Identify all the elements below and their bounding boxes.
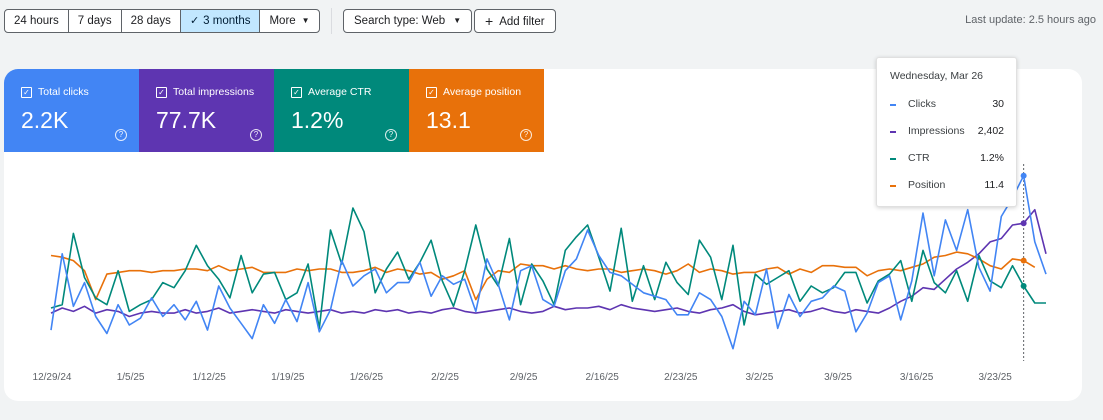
x-tick-label: 2/9/25: [510, 372, 538, 383]
x-tick-label: 3/16/25: [900, 372, 934, 383]
caret-down-icon: ▼: [453, 16, 462, 25]
date-range-selector: 24 hours 7 days 28 days ✓ 3 months More ▼: [4, 9, 320, 33]
metric-value: 77.7K: [156, 107, 217, 133]
performance-chart: 12/29/24 1/5/25 1/12/25 1/19/25 1/26/25 2/2/2…: [33, 164, 1047, 383]
checkbox-icon[interactable]: ✓: [291, 86, 302, 98]
metric-label: Total impressions: [173, 86, 255, 98]
range-3-months-button[interactable]: ✓ 3 months: [180, 10, 261, 32]
range-3-months-label: 3 months: [203, 15, 251, 27]
tooltip-row-value: 2,402: [977, 125, 1004, 137]
tooltip-date: Wednesday, Mar 26: [890, 70, 983, 82]
hover-point-impressions: [1020, 220, 1027, 227]
checkbox-icon[interactable]: ✓: [426, 86, 437, 98]
legend-swatch: [890, 104, 896, 106]
x-tick-label: 3/23/25: [979, 372, 1013, 383]
metric-card-average-position[interactable]: ✓ Average position 13.1 ?: [409, 69, 544, 152]
range-24-hours-button[interactable]: 24 hours: [5, 10, 69, 32]
checkbox-icon[interactable]: ✓: [156, 86, 167, 98]
checkbox-icon[interactable]: ✓: [21, 86, 32, 98]
metric-label: Total clicks: [38, 86, 89, 98]
hover-point-ctr: [1020, 283, 1027, 289]
range-28-days-button[interactable]: 28 days: [122, 10, 181, 32]
metric-value: 13.1: [426, 107, 471, 133]
legend-swatch: [890, 185, 896, 187]
x-tick-label: 1/19/25: [271, 372, 305, 383]
toolbar: 24 hours 7 days 28 days ✓ 3 months More ▼ …: [0, 0, 1103, 44]
caret-down-icon: ▼: [301, 16, 310, 25]
search-type-dropdown[interactable]: Search type: Web ▼: [343, 9, 473, 33]
tooltip-row-name: Clicks: [908, 98, 936, 110]
tooltip-row-value: 30: [992, 98, 1004, 110]
tooltip-row-impressions: Impressions 2,402: [890, 125, 1004, 139]
tooltip-row-position: Position 11.4: [890, 179, 1004, 193]
metric-label: Average position: [443, 86, 522, 98]
metric-value: 2.2K: [21, 107, 69, 133]
help-icon[interactable]: ?: [250, 129, 262, 141]
tooltip-row-value: 11.4: [984, 179, 1004, 191]
chart-tooltip: Wednesday, Mar 26 Clicks 30 Impressions …: [876, 57, 1017, 207]
metric-card-average-ctr[interactable]: ✓ Average CTR 1.2% ?: [274, 69, 409, 152]
tooltip-row-name: CTR: [908, 152, 930, 164]
x-tick-label: 12/29/24: [33, 372, 72, 383]
range-7-days-button[interactable]: 7 days: [69, 10, 122, 32]
toolbar-divider: [331, 8, 332, 34]
series-line-clicks: [50, 175, 1047, 350]
help-icon[interactable]: ?: [520, 129, 532, 141]
legend-swatch: [890, 158, 896, 160]
last-update-text: Last update: 2.5 hours ago: [965, 14, 1096, 26]
plus-icon: +: [485, 13, 494, 29]
tooltip-row-ctr: CTR 1.2%: [890, 152, 1004, 166]
search-type-label: Search type: Web: [354, 15, 446, 27]
x-tick-label: 3/9/25: [824, 372, 852, 383]
tooltip-row-clicks: Clicks 30: [890, 98, 1004, 112]
metric-card-total-clicks[interactable]: ✓ Total clicks 2.2K ?: [4, 69, 139, 152]
tooltip-row-name: Impressions: [908, 125, 965, 137]
metric-card-total-impressions[interactable]: ✓ Total impressions 77.7K ?: [139, 69, 274, 152]
metric-label: Average CTR: [308, 86, 372, 98]
series-line-ctr: [50, 207, 1046, 330]
x-tick-label: 2/2/25: [431, 372, 459, 383]
x-tick-label: 1/12/25: [193, 372, 227, 383]
x-tick-label: 2/23/25: [664, 372, 698, 383]
add-filter-button[interactable]: + Add filter: [474, 9, 556, 33]
x-tick-label: 2/16/25: [586, 372, 620, 383]
hover-point-clicks: [1020, 172, 1027, 179]
range-more-label: More: [269, 15, 296, 27]
series-line-impressions: [50, 208, 1047, 318]
add-filter-label: Add filter: [499, 16, 545, 28]
legend-swatch: [890, 131, 896, 133]
check-icon: ✓: [189, 15, 200, 27]
tooltip-row-name: Position: [908, 179, 946, 191]
x-tick-label: 1/5/25: [117, 372, 145, 383]
hover-point-position: [1020, 257, 1027, 264]
x-tick-label: 3/2/25: [745, 372, 773, 383]
help-icon[interactable]: ?: [115, 129, 127, 141]
series-line-position: [50, 251, 1036, 301]
range-more-button[interactable]: More ▼: [260, 10, 318, 32]
help-icon[interactable]: ?: [385, 129, 397, 141]
tooltip-row-value: 1.2%: [980, 152, 1004, 164]
metric-value: 1.2%: [291, 107, 344, 133]
x-tick-label: 1/26/25: [350, 372, 384, 383]
